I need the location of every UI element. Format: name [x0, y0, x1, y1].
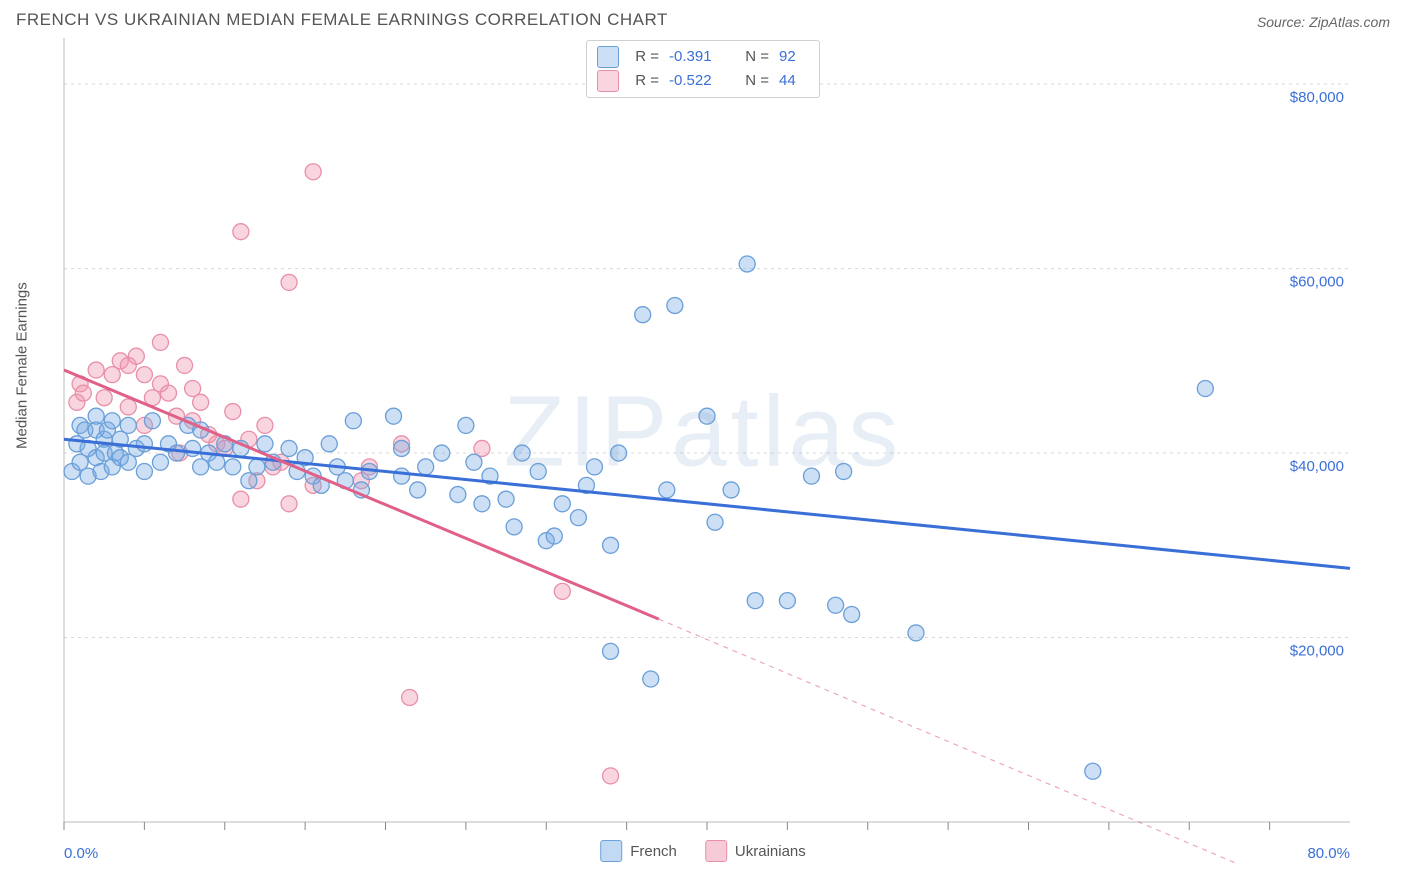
legend-swatch — [597, 46, 619, 68]
svg-text:$20,000: $20,000 — [1290, 643, 1344, 660]
source-attribution: Source: ZipAtlas.com — [1257, 14, 1390, 30]
x-axis-min-label: 0.0% — [64, 845, 98, 862]
page-title: FRENCH VS UKRAINIAN MEDIAN FEMALE EARNIN… — [16, 10, 668, 30]
legend-item: French — [600, 840, 677, 862]
legend-swatch — [705, 840, 727, 862]
legend-item: Ukrainians — [705, 840, 806, 862]
legend-label: French — [630, 843, 677, 860]
correlation-legend: R =-0.391N =92R =-0.522N =44 — [586, 40, 820, 98]
series-legend: French Ukrainians — [600, 840, 806, 862]
x-axis-max-label: 80.0% — [1307, 845, 1350, 862]
legend-swatch — [600, 840, 622, 862]
svg-text:$40,000: $40,000 — [1290, 458, 1344, 475]
svg-text:$80,000: $80,000 — [1290, 89, 1344, 106]
corr-legend-row: R =-0.391N =92 — [597, 45, 809, 69]
corr-legend-row: R =-0.522N =44 — [597, 69, 809, 93]
legend-swatch — [597, 70, 619, 92]
legend-label: Ukrainians — [735, 843, 806, 860]
correlation-chart: Median Female Earnings ZIPatlas $20,000$… — [16, 34, 1390, 864]
chart-svg: $20,000 $40,000 $60,000 $80,000 — [16, 34, 1390, 864]
svg-text:$60,000: $60,000 — [1290, 274, 1344, 291]
y-axis-label: Median Female Earnings — [14, 282, 31, 449]
